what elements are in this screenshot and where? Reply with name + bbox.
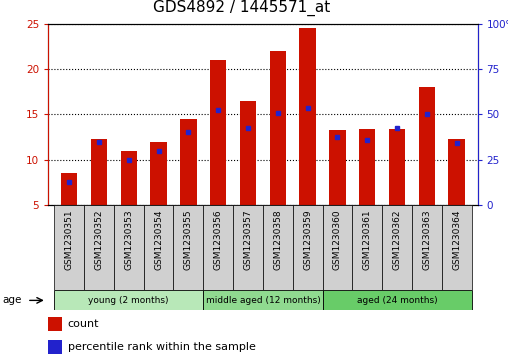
Bar [203, 290, 323, 310]
Bar [323, 290, 471, 310]
Text: GSM1230363: GSM1230363 [422, 209, 431, 270]
Text: GSM1230353: GSM1230353 [124, 209, 133, 270]
Text: GSM1230351: GSM1230351 [65, 209, 74, 270]
Text: GSM1230357: GSM1230357 [243, 209, 252, 270]
Bar [449, 139, 465, 205]
Bar [120, 151, 137, 205]
Text: GSM1230362: GSM1230362 [393, 209, 401, 270]
Text: count: count [68, 319, 99, 330]
Bar [173, 205, 203, 290]
Bar [91, 139, 107, 205]
Bar [419, 87, 435, 205]
Text: aged (24 months): aged (24 months) [357, 296, 437, 305]
Bar [54, 205, 84, 290]
Text: GSM1230360: GSM1230360 [333, 209, 342, 270]
Text: middle aged (12 months): middle aged (12 months) [206, 296, 320, 305]
Bar [353, 205, 382, 290]
Bar [54, 290, 203, 310]
Bar [180, 119, 197, 205]
Bar [48, 340, 62, 354]
Bar [323, 205, 353, 290]
Text: age: age [3, 295, 22, 305]
Bar [293, 205, 323, 290]
Text: percentile rank within the sample: percentile rank within the sample [68, 342, 256, 352]
Bar [150, 142, 167, 205]
Text: GSM1230364: GSM1230364 [452, 209, 461, 270]
Text: GSM1230352: GSM1230352 [94, 209, 104, 270]
Text: GSM1230358: GSM1230358 [273, 209, 282, 270]
Text: GSM1230356: GSM1230356 [214, 209, 223, 270]
Bar [210, 60, 227, 205]
Bar [382, 205, 412, 290]
Text: GSM1230354: GSM1230354 [154, 209, 163, 270]
Bar [389, 129, 405, 205]
Bar [203, 205, 233, 290]
Bar [233, 205, 263, 290]
Bar [240, 101, 256, 205]
Bar [84, 205, 114, 290]
Text: GDS4892 / 1445571_at: GDS4892 / 1445571_at [153, 0, 330, 16]
Text: GSM1230361: GSM1230361 [363, 209, 372, 270]
Bar [442, 205, 471, 290]
Bar [329, 130, 345, 205]
Text: GSM1230355: GSM1230355 [184, 209, 193, 270]
Bar [61, 173, 77, 205]
Text: GSM1230359: GSM1230359 [303, 209, 312, 270]
Bar [48, 318, 62, 331]
Bar [144, 205, 173, 290]
Bar [299, 28, 316, 205]
Bar [270, 51, 286, 205]
Text: young (2 months): young (2 months) [88, 296, 169, 305]
Bar [412, 205, 442, 290]
Bar [114, 205, 144, 290]
Bar [359, 129, 375, 205]
Bar [263, 205, 293, 290]
